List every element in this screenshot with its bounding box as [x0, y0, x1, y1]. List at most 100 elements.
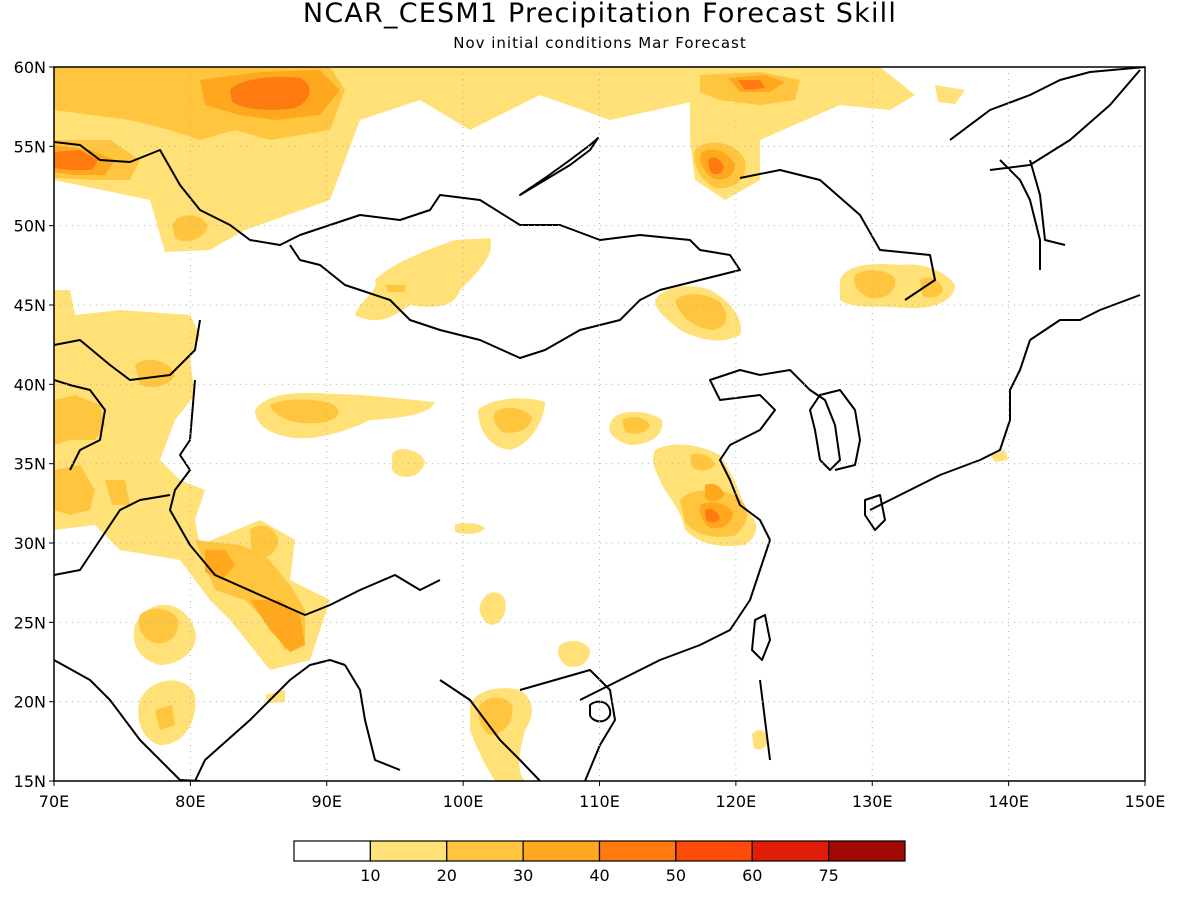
- colorbar-swatch: [522, 840, 601, 862]
- taiwan: [751, 614, 771, 661]
- india-coast: [54, 659, 201, 781]
- shade-kazakh-l2: [135, 359, 175, 387]
- india-east-coast: [194, 659, 346, 781]
- shade-north-china-l2: [622, 417, 650, 434]
- colorbar-swatch: [446, 840, 524, 862]
- shade-baikal-l4: [708, 157, 724, 175]
- shade-indochina-l2: [478, 697, 513, 735]
- x-tick-label: 80E: [175, 792, 205, 811]
- colorbar-swatch: [751, 840, 830, 862]
- hainan: [589, 700, 612, 723]
- colorbar-label: 60: [742, 866, 762, 885]
- central-asia-border: [54, 379, 106, 471]
- kamchatka-coast: [949, 67, 1145, 141]
- shade-central-asia-l2: [54, 395, 105, 445]
- coastline-layer: [54, 67, 1145, 781]
- y-tick-label: 15N: [14, 772, 46, 791]
- shade-mongolia-l2: [385, 285, 405, 292]
- y-tick-label: 40N: [14, 375, 46, 394]
- shade-east-china-l2b: [690, 453, 715, 471]
- shade-east-china-l4: [705, 508, 720, 523]
- okhotsk-coast: [999, 159, 1041, 270]
- russia-north-coast: [989, 69, 1141, 171]
- shade-tibet-south-l1: [455, 523, 485, 534]
- baikal-lake: [519, 137, 599, 196]
- shade-guangxi-l1: [557, 640, 590, 667]
- colorbar-label: 30: [513, 866, 533, 885]
- indochina-coast: [439, 679, 541, 781]
- y-tick-label: 30N: [14, 534, 46, 553]
- y-tick-label: 50N: [14, 217, 46, 236]
- colorbar-swatch: [598, 840, 677, 862]
- shade-ne-china-l2b: [920, 277, 943, 298]
- sakhalin: [1029, 159, 1066, 246]
- amur-border: [739, 169, 936, 301]
- china-east-coast: [709, 369, 776, 541]
- colorbar-legend: 10 20 30 40 50 60 75: [293, 840, 906, 885]
- shade-himalaya-l2b: [250, 525, 278, 558]
- y-tick-label: 35N: [14, 455, 46, 474]
- chart-title: NCAR_CESM1 Precipitation Forecast Skill: [302, 0, 898, 29]
- shade-india-l2: [138, 608, 179, 644]
- shade-mongolia-l1: [355, 238, 491, 321]
- y-tick-label: 55N: [14, 137, 46, 156]
- shade-yunnan-l1: [479, 592, 506, 625]
- x-tick-label: 90E: [312, 792, 342, 811]
- shade-hubei-l3: [705, 483, 724, 502]
- y-tick-label: 60N: [14, 58, 46, 77]
- chart-subtitle: Nov initial conditions Mar Forecast: [453, 34, 747, 52]
- china-south-coast: [579, 539, 771, 701]
- colorbar-label: 10: [360, 866, 380, 885]
- shade-west-siberia-l2c: [172, 215, 208, 242]
- shade-taiwan-blob: [752, 730, 768, 750]
- shade-qinghai-l2: [494, 407, 532, 433]
- colorbar-swatch: [293, 840, 371, 862]
- shade-himalaya-l3: [250, 600, 305, 652]
- india-border: [54, 494, 171, 576]
- colorbar-swatch: [828, 840, 906, 862]
- y-tick-label: 20N: [14, 693, 46, 712]
- burma-coast: [344, 664, 401, 771]
- shade-sw-china-l1: [392, 449, 425, 477]
- shade-afghan-l2: [105, 480, 130, 505]
- shade-shanxi-l2: [675, 294, 727, 330]
- korea: [809, 389, 861, 471]
- japan-honshu: [869, 339, 1031, 511]
- colorbar-label: 75: [818, 866, 838, 885]
- colorbar-swatch: [369, 840, 448, 862]
- japan-hokkaido: [1029, 294, 1141, 341]
- skill-shading-layer: [54, 67, 1008, 781]
- x-tick-label: 140E: [988, 792, 1029, 811]
- x-tick-label: 150E: [1125, 792, 1166, 811]
- shade-siberia-l4: [230, 76, 310, 110]
- y-tick-label: 25N: [14, 613, 46, 632]
- colorbar-swatch: [675, 840, 753, 862]
- china-west-border: [169, 379, 441, 616]
- russia-china-border: [54, 141, 741, 359]
- colorbar-label: 20: [437, 866, 457, 885]
- colorbar-label: 40: [589, 866, 609, 885]
- x-tick-label: 110E: [579, 792, 620, 811]
- x-tick-label: 130E: [852, 792, 893, 811]
- colorbar-label: 50: [666, 866, 686, 885]
- bohai-coast: [759, 369, 841, 471]
- y-tick-label: 45N: [14, 296, 46, 315]
- gridlines: [54, 67, 1145, 781]
- shade-pamir-l2: [54, 465, 95, 515]
- axis-ticks: 70E 80E 90E 100E 110E 120E 130E 140E 150E 15N 20N 2…: [14, 58, 1166, 811]
- shade-west-l4: [54, 150, 98, 170]
- shade-japan-blob: [990, 450, 1008, 462]
- x-tick-label: 100E: [443, 792, 484, 811]
- shade-tarim-l2: [270, 399, 339, 424]
- shade-ne-l4: [738, 80, 765, 90]
- shade-india-l2b: [155, 705, 175, 730]
- kazakh-border: [54, 319, 201, 381]
- shade-ne-china-l2: [854, 270, 896, 299]
- x-tick-label: 70E: [39, 792, 69, 811]
- shade-east-siberia-blob: [935, 85, 965, 104]
- philippines: [759, 679, 771, 761]
- vietnam-coast: [519, 669, 616, 781]
- x-tick-label: 120E: [716, 792, 757, 811]
- japan-kyushu: [864, 494, 886, 531]
